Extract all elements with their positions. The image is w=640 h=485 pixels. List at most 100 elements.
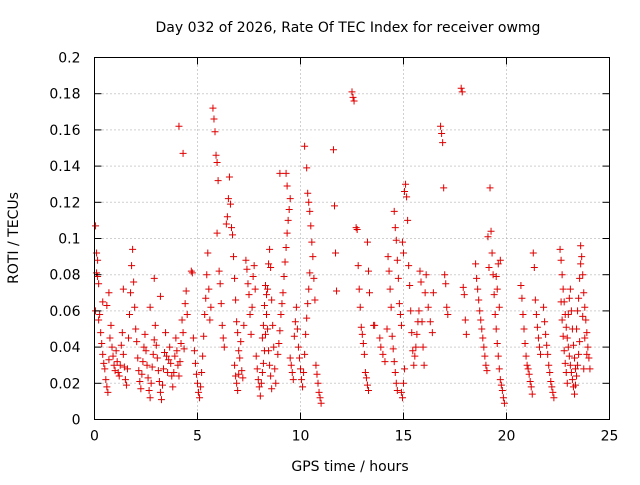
- data-point: [227, 224, 235, 232]
- data-point: [146, 394, 154, 402]
- data-point: [249, 273, 257, 281]
- data-point: [394, 274, 402, 282]
- data-point: [103, 383, 111, 391]
- data-point: [306, 269, 314, 277]
- data-point: [496, 256, 504, 264]
- data-point: [385, 267, 393, 275]
- data-point: [392, 236, 400, 244]
- data-point: [397, 388, 405, 396]
- data-point: [330, 202, 338, 210]
- data-point: [474, 285, 482, 293]
- data-point: [404, 216, 412, 224]
- data-point: [544, 350, 552, 358]
- data-point: [583, 329, 591, 337]
- axis-tick-labels: 0 5 10 15 20 25 0 0.02 0.04 0.06 0.08 0.1 0.12 0.14 0.…: [49, 51, 618, 445]
- data-point: [397, 321, 405, 329]
- data-point: [317, 399, 325, 407]
- data-point: [495, 303, 503, 311]
- data-point: [132, 325, 140, 333]
- data-point: [261, 330, 269, 338]
- data-point: [543, 341, 551, 349]
- y-tick-label: 0.1: [58, 232, 80, 248]
- data-point: [582, 316, 590, 324]
- data-point: [131, 303, 139, 311]
- data-point: [161, 349, 169, 357]
- data-point: [187, 267, 195, 275]
- data-point: [102, 376, 110, 384]
- data-point: [246, 311, 254, 319]
- data-point: [150, 274, 158, 282]
- data-point: [155, 377, 163, 385]
- data-point: [304, 189, 312, 197]
- data-point: [192, 370, 200, 378]
- data-point: [580, 289, 588, 297]
- data-point: [398, 394, 406, 402]
- data-point: [176, 358, 184, 366]
- data-point: [239, 374, 247, 382]
- data-point: [268, 385, 276, 393]
- data-point: [244, 280, 252, 288]
- data-point: [214, 177, 222, 185]
- data-point: [154, 367, 162, 375]
- data-point: [231, 361, 239, 369]
- data-point: [439, 139, 447, 147]
- data-point: [527, 383, 535, 391]
- data-point: [130, 278, 138, 286]
- data-point: [495, 365, 503, 373]
- data-point: [123, 365, 131, 373]
- data-point: [437, 122, 445, 130]
- data-point: [441, 271, 449, 279]
- data-point: [315, 388, 323, 396]
- data-point: [178, 316, 186, 324]
- data-point: [576, 338, 584, 346]
- data-point: [415, 307, 423, 315]
- y-tick-label: 0.06: [49, 304, 80, 320]
- data-point: [526, 377, 534, 385]
- data-point: [485, 263, 493, 271]
- data-point: [410, 361, 418, 369]
- data-point: [405, 262, 413, 270]
- data-point: [211, 128, 219, 136]
- data-point: [522, 352, 530, 360]
- data-point: [191, 359, 199, 367]
- data-point: [386, 285, 394, 293]
- data-point: [247, 330, 255, 338]
- data-point: [479, 334, 487, 342]
- data-point: [265, 347, 273, 355]
- data-point: [564, 343, 572, 351]
- data-point: [570, 390, 578, 398]
- data-point: [564, 311, 572, 319]
- data-point: [366, 289, 374, 297]
- data-point: [110, 361, 118, 369]
- data-point: [115, 372, 123, 380]
- data-point: [562, 368, 570, 376]
- data-point: [203, 271, 211, 279]
- data-point: [355, 285, 363, 293]
- data-point: [528, 390, 536, 398]
- data-point: [96, 311, 104, 319]
- data-point: [286, 195, 294, 203]
- data-point: [363, 238, 371, 246]
- data-point: [462, 330, 470, 338]
- data-point: [109, 352, 117, 360]
- data-point: [283, 182, 291, 190]
- y-tick-label: 0.12: [49, 195, 80, 211]
- data-point: [521, 339, 529, 347]
- data-point: [314, 379, 322, 387]
- data-point: [498, 387, 506, 395]
- data-point: [354, 262, 362, 270]
- data-point: [390, 207, 398, 215]
- data-point: [183, 311, 191, 319]
- data-point: [108, 343, 116, 351]
- data-point: [204, 249, 212, 257]
- data-point: [272, 379, 280, 387]
- data-point: [268, 296, 276, 304]
- data-point: [545, 361, 553, 369]
- data-point: [170, 368, 178, 376]
- data-point: [179, 149, 187, 157]
- data-point: [121, 376, 129, 384]
- data-point: [302, 330, 310, 338]
- data-point: [580, 365, 588, 373]
- data-point: [289, 376, 297, 384]
